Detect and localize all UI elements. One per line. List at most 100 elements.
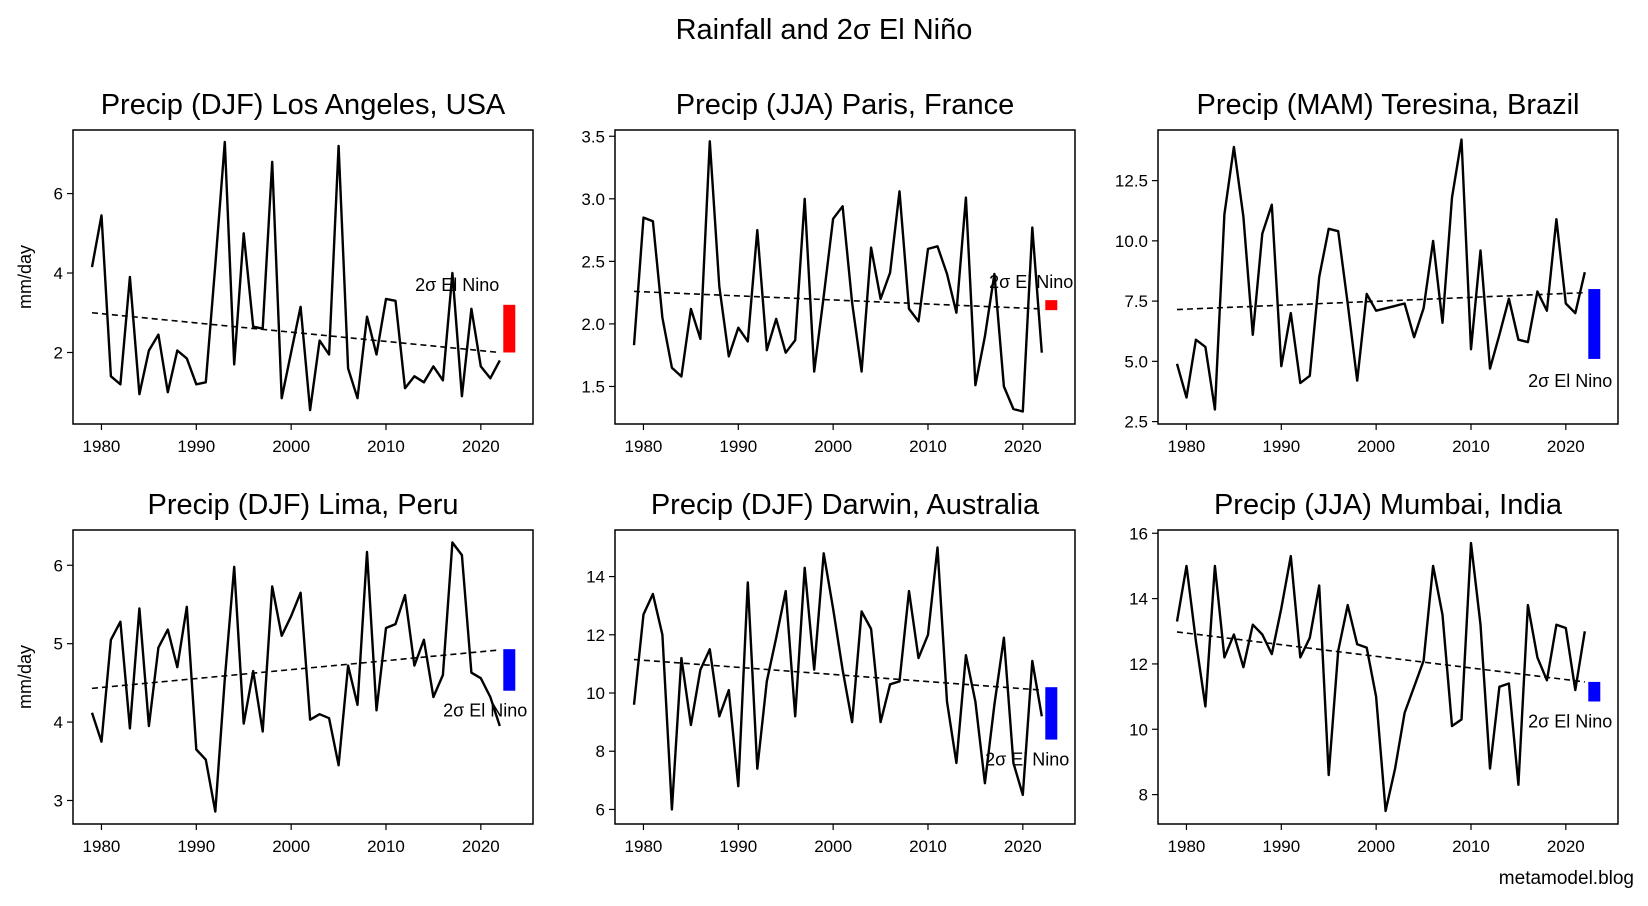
x-tick-label: 2010 [909,437,947,456]
y-tick-label: 10 [1129,720,1148,739]
y-tick-label: 3 [54,791,63,810]
x-tick-label: 1990 [719,837,757,856]
el-nino-label: 2σ El Nino [985,750,1069,770]
x-tick-label: 1980 [83,837,121,856]
x-tick-label: 1980 [1168,437,1206,456]
x-tick-label: 2020 [462,837,500,856]
y-tick-label: 6 [596,800,605,819]
el-nino-bar [503,304,516,353]
subplot-2: Precip (JJA) Paris, France 1980 1990 2000 20… [581,89,1076,456]
y-tick-label: 2.5 [1124,413,1148,432]
x-tick-label: 1980 [1168,837,1206,856]
y-tick-label: 5 [54,635,63,654]
el-nino-bar [1588,289,1601,359]
y-tick-label: 2.0 [581,315,605,334]
x-tick-label: 1990 [1262,437,1300,456]
figure-title: Rainfall and 2σ El Niño [675,14,973,46]
subplot-5: Precip (DJF) Darwin, Australia 1980 1990 20… [586,489,1076,856]
y-tick-label: 6 [54,185,63,204]
x-tick-label: 2010 [1452,437,1490,456]
trend-line [633,658,1042,691]
subplot-3: Precip (MAM) Teresina, Brazil 1980 1990 200… [1115,89,1619,456]
x-tick-label: 2000 [1357,837,1395,856]
y-tick-label: 1.5 [581,377,605,396]
x-tick-label: 2020 [462,437,500,456]
el-nino-label: 2σ El Nino [989,272,1073,292]
x-tick-label: 1990 [177,837,215,856]
watermark: metamodel.blog [1498,868,1634,889]
x-tick-label: 2010 [909,837,947,856]
x-tick-label: 2000 [814,437,852,456]
el-nino-bar [503,649,516,691]
precip-series-line [90,140,501,412]
axes-frame [1157,129,1619,425]
y-tick-label: 12 [586,626,605,645]
y-tick-label: 12.5 [1115,172,1148,191]
axes-frame [72,129,534,425]
y-tick-label: 6 [54,556,63,575]
y-tick-label: 2.5 [581,252,605,271]
subplot-title: Precip (DJF) Darwin, Australia [651,489,1040,521]
y-tick-label: 8 [1139,786,1148,805]
y-tick-label: 12 [1129,655,1148,674]
subplot-title: Precip (DJF) Lima, Peru [147,489,458,521]
el-nino-bar [1045,300,1058,311]
x-tick-label: 2010 [367,837,405,856]
y-tick-label: 8 [596,742,605,761]
subplot-1: Precip (DJF) Los Angeles, USA 1980 1990 200… [15,89,534,456]
y-tick-label: 3.0 [581,190,605,209]
y-tick-label: 10.0 [1115,232,1148,251]
el-nino-bar [1045,687,1058,740]
precip-series-line [90,541,501,813]
x-tick-label: 2010 [1452,837,1490,856]
el-nino-label: 2σ El Nino [1528,712,1612,732]
el-nino-bar [1588,681,1601,702]
subplot-6: Precip (JJA) Mumbai, India 1980 1990 2000 20… [1129,489,1619,856]
x-tick-label: 1980 [625,437,663,456]
precip-series-line [632,140,1043,413]
y-tick-label: 7.5 [1124,292,1148,311]
x-tick-label: 2000 [272,437,310,456]
subplot-4: Precip (DJF) Lima, Peru 1980 1990 2000 2010 2… [15,489,534,856]
axes-frame [614,529,1076,825]
trend-line [1176,291,1585,311]
y-axis-label: mm/day [15,245,35,309]
y-tick-label: 2 [54,343,63,362]
y-tick-label: 10 [586,684,605,703]
x-tick-label: 1990 [177,437,215,456]
y-axis-label: mm/day [15,645,35,709]
el-nino-label: 2σ El Nino [415,275,499,295]
y-tick-label: 5.0 [1124,352,1148,371]
x-tick-label: 2020 [1547,837,1585,856]
x-tick-label: 1980 [625,837,663,856]
y-tick-label: 4 [54,264,63,283]
subplot-title: Precip (DJF) Los Angeles, USA [101,89,506,121]
el-nino-label: 2σ El Nino [1528,371,1612,391]
x-tick-label: 2010 [367,437,405,456]
y-tick-label: 3.5 [581,127,605,146]
x-tick-label: 1980 [83,437,121,456]
trend-line [633,290,1042,310]
axes-frame [614,129,1076,425]
trend-line [91,649,500,690]
x-tick-label: 2020 [1004,837,1042,856]
x-tick-label: 2020 [1004,437,1042,456]
el-nino-label: 2σ El Nino [443,701,527,721]
x-tick-label: 2000 [814,837,852,856]
subplot-title: Precip (JJA) Mumbai, India [1214,489,1563,521]
x-tick-label: 2000 [272,837,310,856]
trend-line [1176,631,1585,683]
precip-series-line [1175,138,1586,411]
x-tick-label: 1990 [719,437,757,456]
y-tick-label: 14 [1129,590,1148,609]
subplot-title: Precip (MAM) Teresina, Brazil [1196,89,1579,121]
subplot-title: Precip (JJA) Paris, France [676,89,1014,121]
y-tick-label: 4 [54,713,63,732]
y-tick-label: 14 [586,568,605,587]
x-tick-label: 2020 [1547,437,1585,456]
precip-series-line [1175,541,1586,813]
x-tick-label: 2000 [1357,437,1395,456]
axes-frame [72,529,534,825]
